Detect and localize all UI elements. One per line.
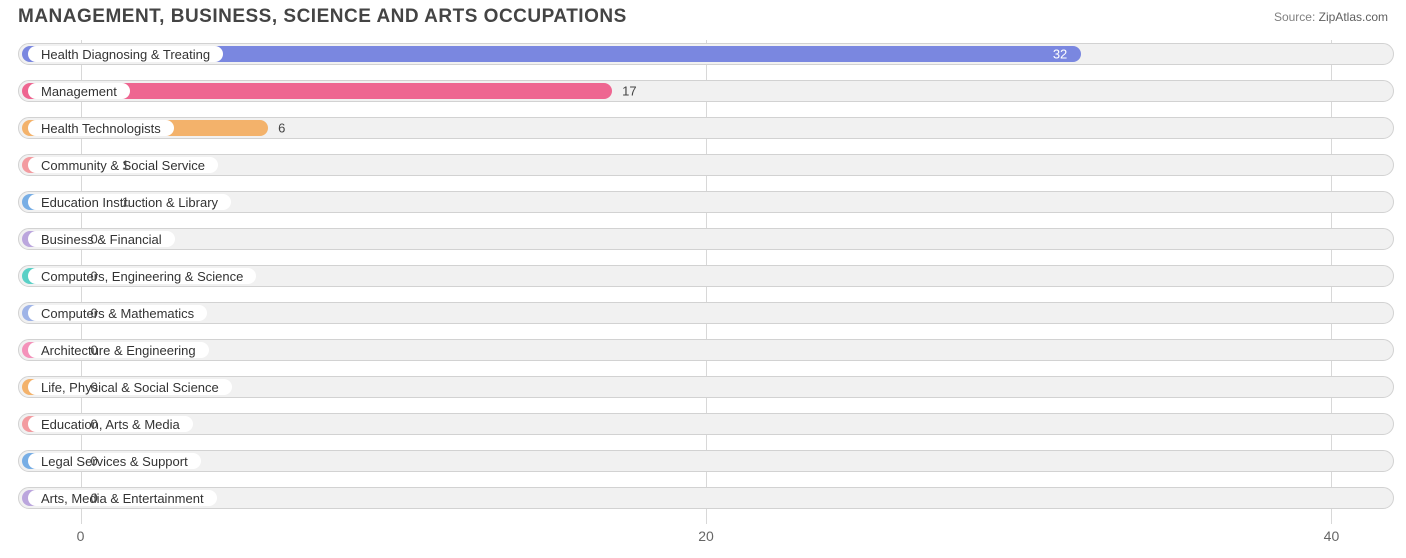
bar-label: Architecture & Engineering <box>28 342 209 358</box>
bar-track <box>18 339 1394 361</box>
chart-container: MANAGEMENT, BUSINESS, SCIENCE AND ARTS O… <box>0 0 1406 558</box>
bar-row: Education Instruction & Library1 <box>18 188 1394 216</box>
x-axis: 0 20 40 <box>18 524 1394 548</box>
bar-value: 0 <box>91 269 98 284</box>
bar-label: Arts, Media & Entertainment <box>28 490 217 506</box>
bar-row: Computers, Engineering & Science0 <box>18 262 1394 290</box>
source-label: Source: <box>1274 10 1315 24</box>
bar-label: Computers, Engineering & Science <box>28 268 256 284</box>
x-tick-label: 0 <box>77 528 85 544</box>
bar-value: 0 <box>91 417 98 432</box>
bars-layer: Health Diagnosing & Treating 32 Management… <box>18 40 1394 524</box>
bar-row: Health Technologists 6 <box>18 114 1394 142</box>
bar-track <box>18 413 1394 435</box>
bar-row: Education, Arts & Media0 <box>18 410 1394 438</box>
bar-track <box>18 228 1394 250</box>
bar-row: Business & Financial0 <box>18 225 1394 253</box>
x-tick-label: 40 <box>1324 528 1340 544</box>
bar-row: Computers & Mathematics0 <box>18 299 1394 327</box>
bar-row: Arts, Media & Entertainment0 <box>18 484 1394 512</box>
source-attribution: Source: ZipAtlas.com <box>1274 10 1388 24</box>
bar-row: Health Diagnosing & Treating 32 <box>18 40 1394 68</box>
bar-label: Business & Financial <box>28 231 175 247</box>
bar-label: Management <box>28 83 130 99</box>
bar-label: Health Technologists <box>28 120 174 136</box>
bar-row: Architecture & Engineering0 <box>18 336 1394 364</box>
bar-value: 17 <box>622 84 636 99</box>
x-tick-label: 20 <box>698 528 714 544</box>
bar-track <box>18 450 1394 472</box>
bar-track <box>18 302 1394 324</box>
bar-value: 0 <box>91 454 98 469</box>
bar-label: Computers & Mathematics <box>28 305 207 321</box>
bar-value: 0 <box>91 232 98 247</box>
bar-row: Legal Services & Support0 <box>18 447 1394 475</box>
bar-row: Management 17 <box>18 77 1394 105</box>
bar-label: Education, Arts & Media <box>28 416 193 432</box>
source-value: ZipAtlas.com <box>1319 10 1388 24</box>
bar-label: Life, Physical & Social Science <box>28 379 232 395</box>
bar-label: Education Instruction & Library <box>28 194 231 210</box>
bar-track <box>18 487 1394 509</box>
bar-row: Community & Social Service1 <box>18 151 1394 179</box>
bar-track <box>18 154 1394 176</box>
bar-value: 0 <box>91 306 98 321</box>
bar-value: 0 <box>91 343 98 358</box>
bar-label: Health Diagnosing & Treating <box>28 46 223 62</box>
plot-area: Health Diagnosing & Treating 32 Management… <box>18 40 1394 548</box>
bar-value: 1 <box>122 158 129 173</box>
bar-value: 32 <box>1053 47 1067 62</box>
bar-label: Legal Services & Support <box>28 453 201 469</box>
chart-title: MANAGEMENT, BUSINESS, SCIENCE AND ARTS O… <box>18 6 627 28</box>
bar-row: Life, Physical & Social Science0 <box>18 373 1394 401</box>
bar-value: 0 <box>91 491 98 506</box>
bar-value: 0 <box>91 380 98 395</box>
bar-value: 1 <box>122 195 129 210</box>
bar-value: 6 <box>278 121 285 136</box>
